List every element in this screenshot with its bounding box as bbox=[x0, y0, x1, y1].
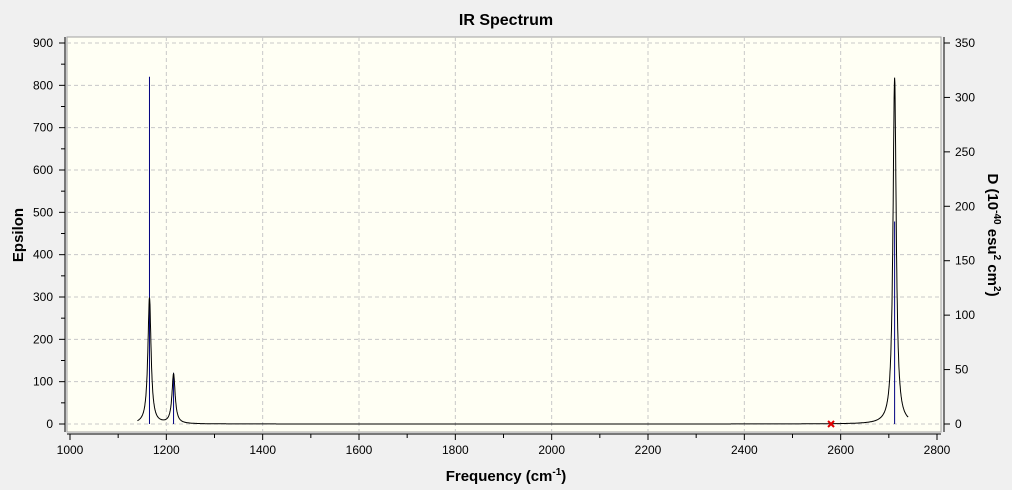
y2-tick-label: 200 bbox=[955, 199, 975, 213]
x-tick-label: 2200 bbox=[635, 443, 662, 457]
y2-tick-label: 50 bbox=[955, 363, 969, 377]
x-tick-label: 2000 bbox=[538, 443, 565, 457]
grid-lines bbox=[67, 37, 941, 432]
y-tick-label: 500 bbox=[33, 205, 53, 219]
epsilon-curve bbox=[137, 77, 909, 425]
y-tick-label: 400 bbox=[33, 248, 53, 262]
x-tick-label: 2600 bbox=[827, 443, 854, 457]
axes: 1000 1200 1400 1600 1800 2000 2200 2400 2600 2800… bbox=[33, 36, 975, 457]
x-tick-label: 2400 bbox=[731, 443, 758, 457]
stick-series bbox=[148, 76, 896, 424]
y-tick-label: 200 bbox=[33, 332, 53, 346]
x-tick-label: 1800 bbox=[442, 443, 469, 457]
y-tick-label: 900 bbox=[33, 36, 53, 50]
y-tick-label: 800 bbox=[33, 78, 53, 92]
chart-title: IR Spectrum bbox=[459, 12, 553, 29]
y2-tick-label: 350 bbox=[955, 36, 975, 50]
plot-area bbox=[66, 36, 942, 433]
y2-tick-label: 300 bbox=[955, 90, 975, 104]
x-tick-label: 1600 bbox=[346, 443, 373, 457]
x-tick-label: 1000 bbox=[57, 443, 84, 457]
marker-x-icon bbox=[827, 420, 835, 428]
y-tick-label: 700 bbox=[33, 121, 53, 135]
y-tick-label: 0 bbox=[46, 417, 53, 431]
x-tick-label: 2800 bbox=[924, 443, 951, 457]
x-tick-label: 1200 bbox=[153, 443, 180, 457]
y2-tick-label: 0 bbox=[955, 417, 962, 431]
x-tick-label: 1400 bbox=[249, 443, 276, 457]
y-tick-label: 300 bbox=[33, 290, 53, 304]
y2-tick-label: 150 bbox=[955, 254, 975, 268]
y2-tick-label: 100 bbox=[955, 308, 975, 322]
y-tick-label: 600 bbox=[33, 163, 53, 177]
y2-axis-label: D (10-40 esu2 cm2) bbox=[984, 173, 1002, 296]
y2-tick-label: 250 bbox=[955, 145, 975, 159]
y-axis-label: Epsilon bbox=[10, 208, 27, 262]
x-axis-label: Frequency (cm-1) bbox=[446, 467, 567, 485]
frequency-marker[interactable] bbox=[827, 420, 835, 428]
y-tick-label: 100 bbox=[33, 375, 53, 389]
